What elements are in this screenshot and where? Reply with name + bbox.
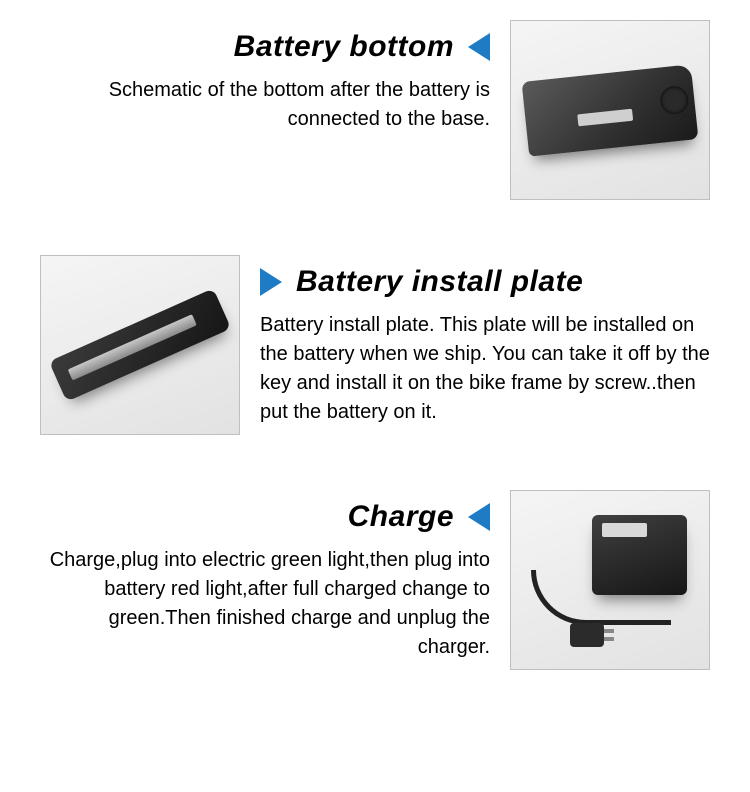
- heading-battery-bottom: Battery bottom: [234, 30, 454, 64]
- section-install-plate: Battery install plate Battery install pl…: [40, 255, 710, 435]
- arrow-left-icon: [468, 33, 490, 61]
- text-block: Battery install plate Battery install pl…: [240, 255, 710, 427]
- desc-battery-bottom: Schematic of the bottom after the batter…: [40, 76, 490, 134]
- charger-graphic: [525, 505, 695, 655]
- desc-install-plate: Battery install plate. This plate will b…: [260, 311, 710, 427]
- battery-bottom-graphic: [522, 64, 699, 156]
- arrow-left-icon: [468, 503, 490, 531]
- arrow-right-icon: [260, 268, 282, 296]
- section-charge: Charge Charge,plug into electric green l…: [40, 490, 710, 670]
- text-block: Charge Charge,plug into electric green l…: [40, 490, 510, 662]
- heading-row: Battery install plate: [260, 265, 710, 299]
- text-block: Battery bottom Schematic of the bottom a…: [40, 20, 510, 134]
- section-battery-bottom: Battery bottom Schematic of the bottom a…: [40, 20, 710, 200]
- image-charge: [510, 490, 710, 670]
- heading-row: Battery bottom: [40, 30, 490, 64]
- heading-row: Charge: [40, 500, 490, 534]
- heading-install-plate: Battery install plate: [296, 265, 583, 299]
- install-plate-graphic: [49, 288, 231, 401]
- image-battery-bottom: [510, 20, 710, 200]
- heading-charge: Charge: [348, 500, 454, 534]
- image-install-plate: [40, 255, 240, 435]
- desc-charge: Charge,plug into electric green light,th…: [40, 546, 490, 662]
